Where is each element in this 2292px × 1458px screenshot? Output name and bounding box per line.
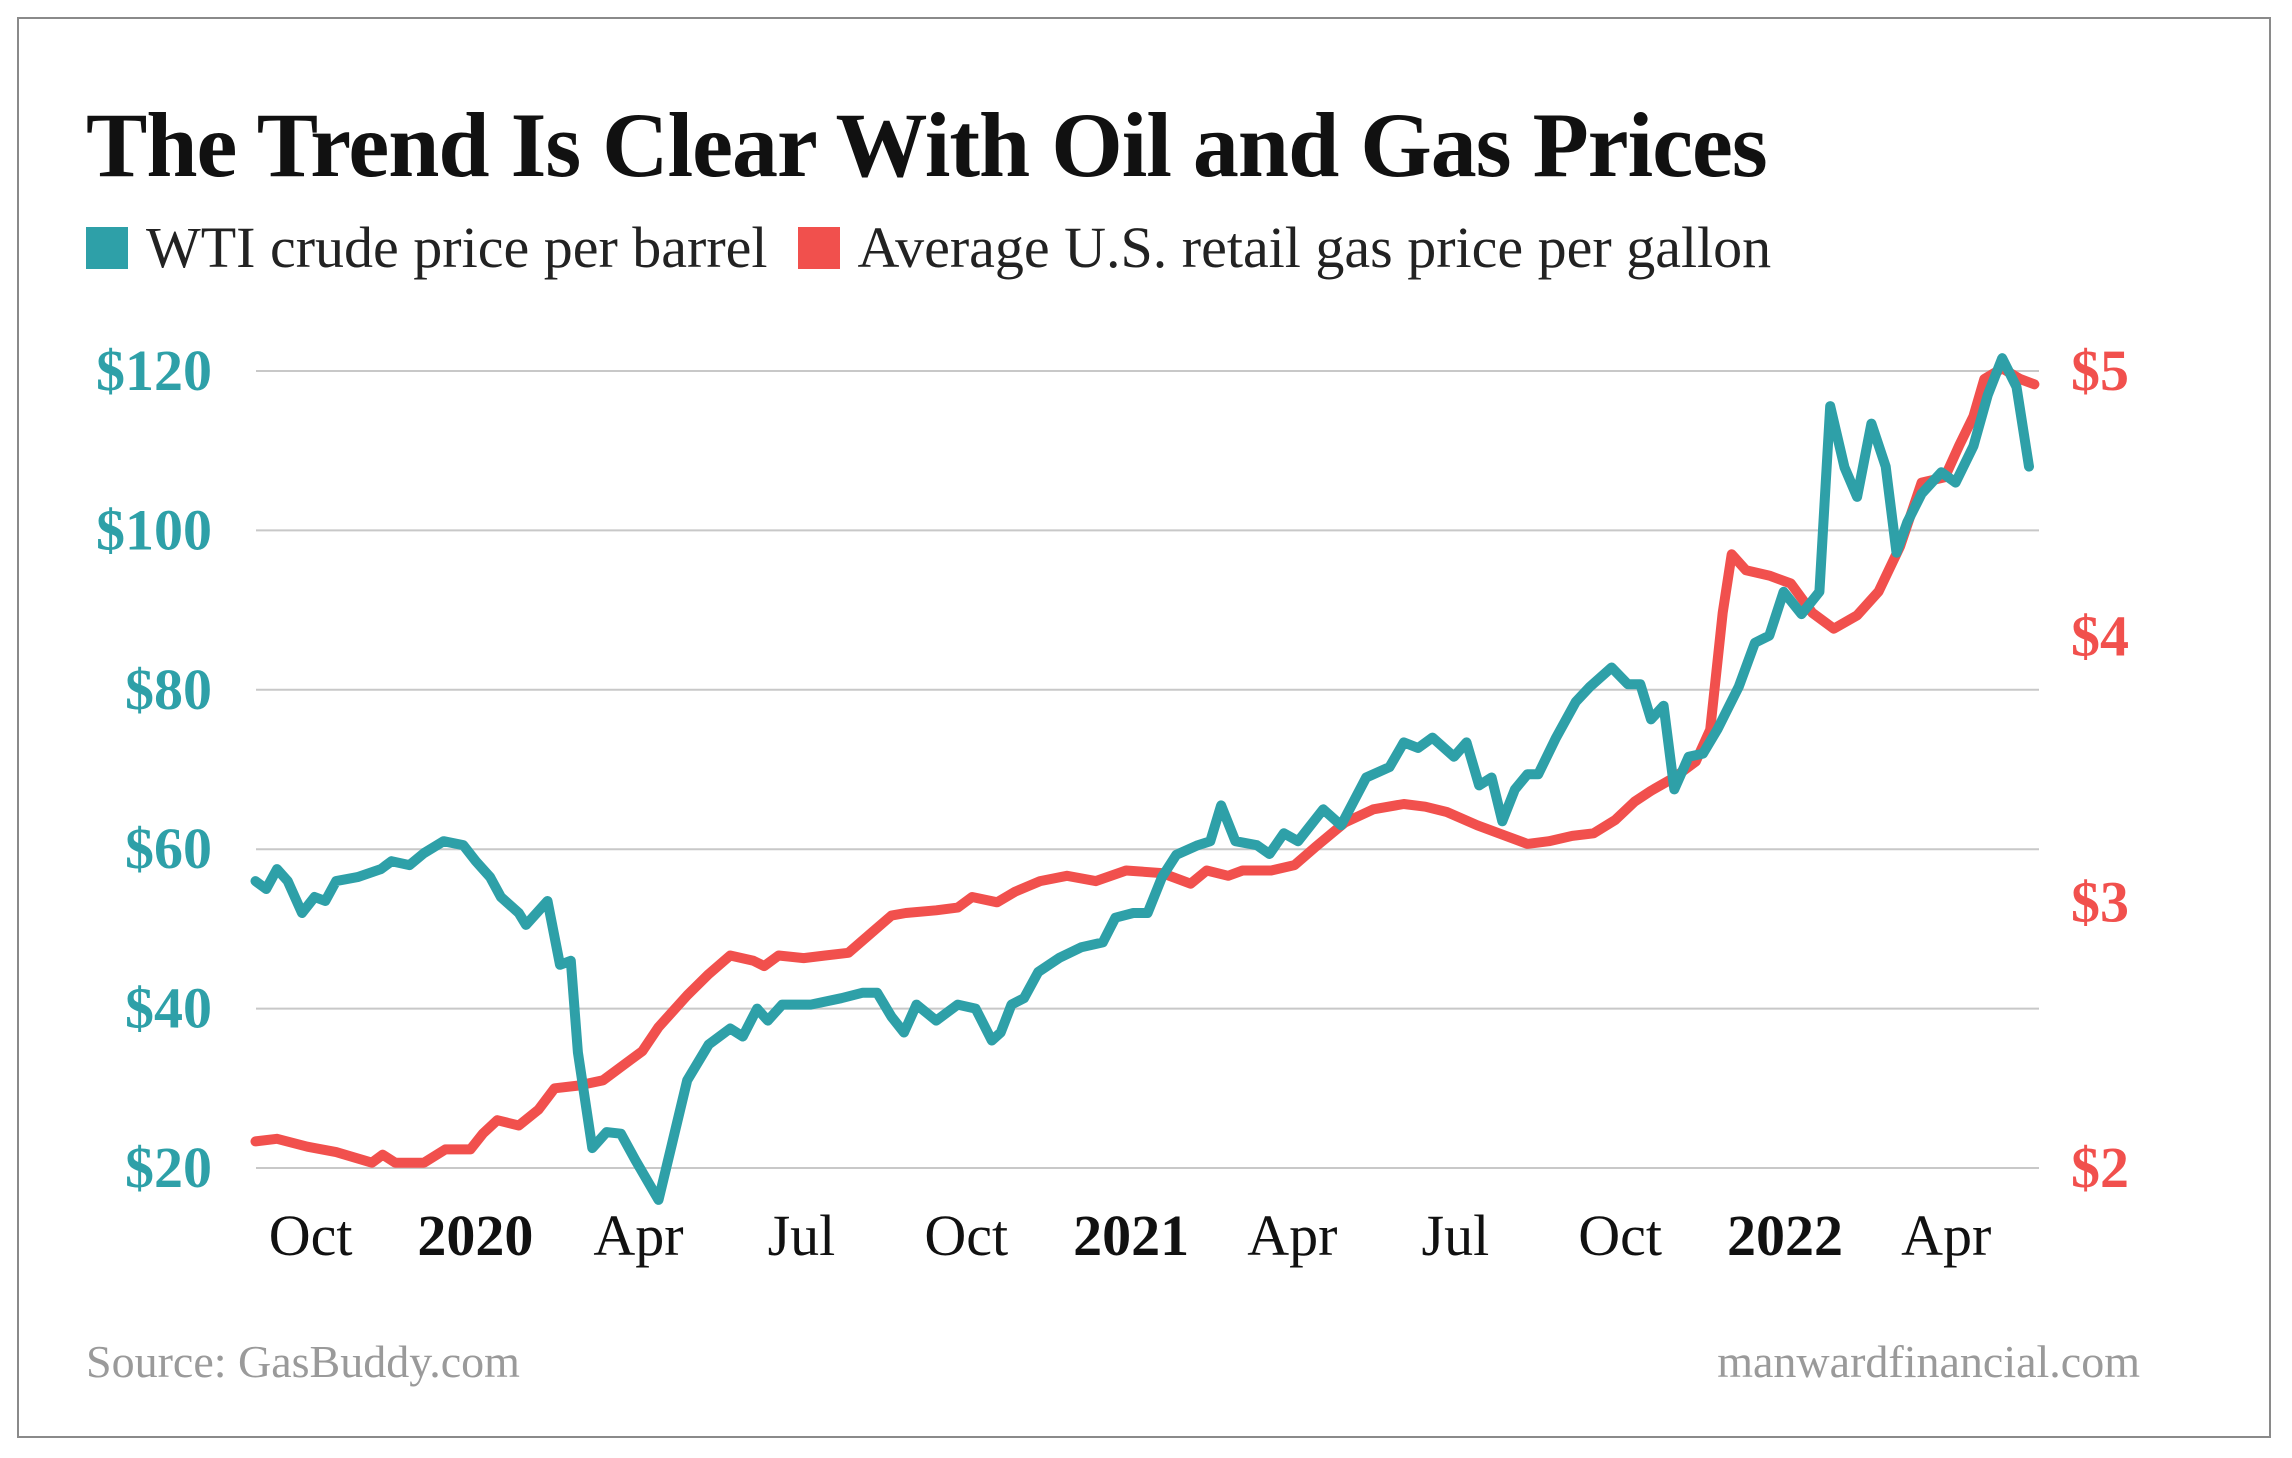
y-left-tick-label: $100 xyxy=(96,497,212,562)
y-right-tick-label: $5 xyxy=(2071,338,2129,403)
legend-swatch-gas xyxy=(797,226,840,269)
x-tick-label: Apr xyxy=(1247,1203,1337,1268)
y-right-tick-label: $4 xyxy=(2071,604,2129,669)
y-right-tick-label: $3 xyxy=(2071,869,2129,934)
credit-note: manwardfinancial.com xyxy=(1717,1336,2140,1387)
y-left-tick-label: $40 xyxy=(125,976,212,1041)
x-tick-label: 2021 xyxy=(1073,1203,1189,1268)
y-left-tick-label: $120 xyxy=(96,338,212,403)
y-left-tick-label: $20 xyxy=(125,1135,212,1200)
y-right-tick-label: $2 xyxy=(2071,1135,2129,1200)
x-tick-label: Oct xyxy=(1578,1203,1662,1268)
x-tick-label: Apr xyxy=(1901,1203,1991,1268)
legend-item-gas: Average U.S. retail gas price per gallon xyxy=(797,214,1772,281)
source-note: Source: GasBuddy.com xyxy=(86,1336,520,1387)
x-tick-label: 2020 xyxy=(417,1203,533,1268)
x-tick-label: Jul xyxy=(768,1203,836,1268)
chart-frame xyxy=(17,17,2271,1438)
legend-label-gas: Average U.S. retail gas price per gallon xyxy=(857,215,1772,280)
x-tick-label: Oct xyxy=(269,1203,353,1268)
y-left-tick-label: $80 xyxy=(125,657,212,722)
legend: WTI crude price per barrel Average U.S. … xyxy=(86,214,1801,281)
x-tick-label: 2022 xyxy=(1727,1203,1843,1268)
legend-label-wti: WTI crude price per barrel xyxy=(146,215,768,280)
y-left-tick-label: $60 xyxy=(125,816,212,881)
legend-item-wti: WTI crude price per barrel xyxy=(86,214,768,281)
x-tick-label: Oct xyxy=(924,1203,1008,1268)
chart-title: The Trend Is Clear With Oil and Gas Pric… xyxy=(86,94,1768,196)
legend-swatch-wti xyxy=(86,226,128,269)
x-tick-label: Jul xyxy=(1422,1203,1490,1268)
x-tick-label: Apr xyxy=(593,1203,683,1268)
series-line-gas xyxy=(250,363,2040,1168)
series-line-wti xyxy=(250,353,2034,1205)
